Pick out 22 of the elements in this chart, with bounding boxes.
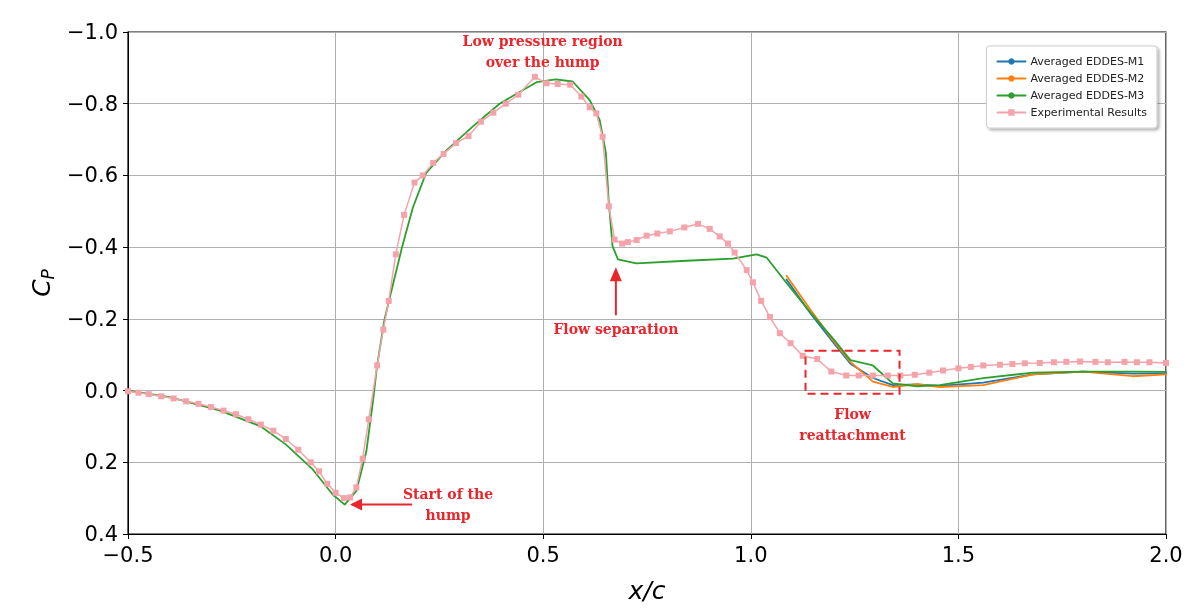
- y-tick-label: −0.2: [67, 306, 118, 331]
- y-tick-label: −1.0: [67, 20, 118, 44]
- x-axis-title: x/c: [627, 576, 666, 605]
- legend-label: Averaged EDDES-M1: [1030, 55, 1145, 68]
- x-tick-label: 0.5: [526, 542, 560, 567]
- legend-label: Averaged EDDES-M2: [1030, 72, 1145, 85]
- annotation: Start of the hump: [402, 486, 494, 524]
- y-tick-label: 0.0: [84, 378, 118, 403]
- y-tick-label: −0.6: [67, 163, 118, 188]
- annotation: Low pressure region over the hump: [462, 32, 623, 70]
- y-tick-label: −0.8: [67, 91, 118, 116]
- y-axis-title: CP: [27, 268, 58, 297]
- legend-label: Averaged EDDES-M3: [1030, 89, 1145, 102]
- legend-label: Experimental Results: [1030, 106, 1148, 119]
- y-tick-label: −0.4: [67, 235, 118, 260]
- x-tick-label: 0.0: [318, 542, 353, 567]
- annotation: Flow separation: [553, 321, 679, 338]
- x-tick-label: 2.0: [1149, 542, 1183, 567]
- y-tick-label: 0.2: [84, 450, 118, 475]
- annotation: Flow reattachment: [799, 406, 907, 444]
- x-tick-label: 1.0: [734, 542, 768, 567]
- x-tick-label: 1.5: [941, 542, 976, 567]
